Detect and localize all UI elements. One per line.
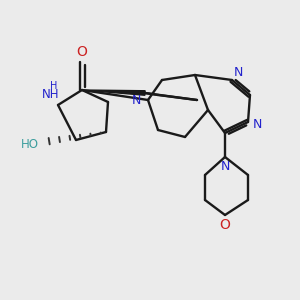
Text: N: N (252, 118, 262, 130)
Text: N: N (131, 94, 141, 106)
Text: N: N (220, 160, 230, 173)
Text: O: O (76, 45, 87, 59)
Polygon shape (82, 90, 145, 95)
Text: NH: NH (42, 88, 60, 101)
Text: N: N (233, 65, 243, 79)
Text: H: H (50, 81, 58, 91)
Text: O: O (220, 218, 230, 232)
Text: HO: HO (21, 137, 39, 151)
